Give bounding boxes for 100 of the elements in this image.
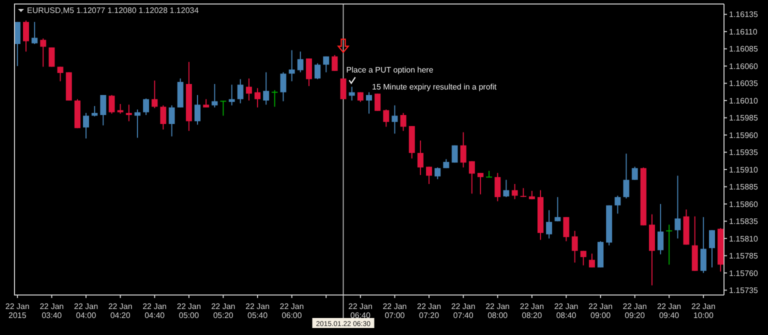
y-tick-label: 1.15885 [729, 182, 758, 192]
y-tick-label: 1.15960 [729, 130, 758, 140]
y-tick-label: 1.15835 [729, 217, 758, 226]
y-tick-label: 1.15810 [729, 234, 758, 244]
candlestick [23, 20, 30, 52]
candlestick [306, 58, 312, 87]
candlestick [57, 66, 64, 82]
y-tick-label: 1.15860 [729, 200, 758, 209]
candlestick [614, 195, 621, 214]
candlestick [194, 94, 200, 126]
x-tick-label: 22 Jan 08:40 [554, 302, 578, 320]
candlestick [126, 104, 132, 122]
candlestick [546, 210, 552, 239]
x-tick-label: 22 Jan 06:00 [280, 302, 304, 320]
y-tick-label: 1.15910 [729, 165, 758, 174]
candlestick [374, 93, 381, 112]
x-tick-label: 22 Jan 2015 [5, 302, 30, 320]
candlestick [14, 21, 20, 67]
x-tick-label: 22 Jan 09:40 [657, 302, 682, 320]
candlestick [392, 104, 398, 134]
x-tick-label: 22 Jan 07:20 [417, 302, 442, 320]
y-tick-label: 1.15785 [729, 252, 758, 261]
y-tick-label: 1.15760 [729, 268, 758, 278]
x-tick-label: 22 Jan 05:00 [176, 302, 201, 320]
candlestick [468, 160, 475, 194]
candlestick [366, 92, 372, 114]
x-tick-label: 22 Jan 04:20 [108, 302, 132, 320]
candlestick [254, 88, 261, 108]
y-tick-label: 1.16060 [729, 62, 758, 71]
y-tick-label: 1.16085 [729, 44, 758, 54]
candlestick [708, 230, 715, 268]
y-tick-label: 1.16135 [729, 10, 758, 20]
candlestick [160, 104, 166, 130]
candlestick [246, 78, 252, 102]
x-tick-label: 22 Jan 04:40 [142, 302, 167, 320]
candlestick [288, 50, 295, 82]
candlestick [512, 183, 518, 200]
candlestick [572, 230, 578, 264]
candlestick [477, 172, 484, 195]
candlestick [426, 166, 432, 184]
candlestick [263, 72, 270, 106]
candlestick [666, 224, 673, 266]
candlestick [554, 196, 561, 222]
y-tick-label: 1.15735 [729, 286, 758, 296]
candlestick [152, 80, 158, 109]
y-tick-label: 1.16035 [729, 79, 758, 88]
candlestick [280, 72, 286, 102]
candlestick [314, 62, 321, 80]
x-tick-label: 22 Jan 09:20 [622, 302, 647, 320]
x-tick-label: 22 Jan 08:20 [520, 302, 544, 320]
candlestick [271, 90, 278, 108]
candlestick [434, 166, 441, 180]
y-tick-label: 1.15935 [729, 148, 758, 158]
annotation: 15 Minute expiry resulted in a profit [372, 82, 498, 92]
y-tick-label: 1.16010 [729, 96, 758, 106]
candlestick [32, 21, 38, 44]
candlestick [117, 103, 124, 114]
candlestick [228, 84, 235, 106]
candlestick [658, 203, 664, 255]
candlestick [332, 54, 338, 72]
candlestick [460, 132, 466, 168]
candlestick [220, 100, 227, 116]
candlestick [400, 112, 406, 132]
candlestick [297, 51, 304, 73]
candlestick [323, 56, 330, 73]
chart-title: EURUSD,M5 1.12077 1.12080 1.12028 1.12034 [27, 6, 200, 15]
annotation: Place a PUT option here [346, 65, 434, 74]
candlestick [674, 175, 681, 239]
x-tick-label: 22 Jan 07:00 [382, 302, 407, 320]
x-tick-label: 22 Jan 03:40 [40, 302, 64, 320]
candlestick [40, 38, 46, 68]
candlestick [588, 253, 595, 268]
x-tick-label: 22 Jan 08:00 [486, 302, 510, 320]
candlestick [92, 106, 98, 117]
x-tick-label: 22 Jan 10:00 [691, 302, 716, 320]
candlestick [563, 216, 570, 242]
x-tick-label: 22 Jan 05:40 [246, 302, 270, 320]
x-tick-label: 22 Jan 05:20 [211, 302, 236, 320]
candlestick [494, 172, 501, 202]
candlestick [108, 94, 115, 114]
x-tick-label: 22 Jan 06:40 [348, 302, 372, 320]
candlestick [168, 104, 175, 137]
candlestick [48, 46, 55, 68]
candlestick [580, 250, 586, 266]
x-tick-label: 22 Jan 09:00 [588, 302, 613, 320]
x-tick-label: 22 Jan 07:40 [451, 302, 476, 320]
candlestick [100, 94, 106, 126]
candlestick [623, 153, 630, 199]
y-tick-label: 1.15985 [729, 114, 758, 123]
candlestick [383, 109, 390, 128]
candlestick [237, 78, 244, 104]
x-tick-label: 22 Jan 04:00 [74, 302, 98, 320]
candlestick [700, 216, 706, 274]
candlestick [212, 83, 218, 108]
candlestick [632, 166, 638, 180]
candlestick [143, 98, 150, 116]
candlestick [83, 112, 90, 139]
candlestick [417, 140, 424, 176]
y-tick-label: 1.16110 [729, 27, 758, 36]
candlestick [503, 179, 510, 198]
